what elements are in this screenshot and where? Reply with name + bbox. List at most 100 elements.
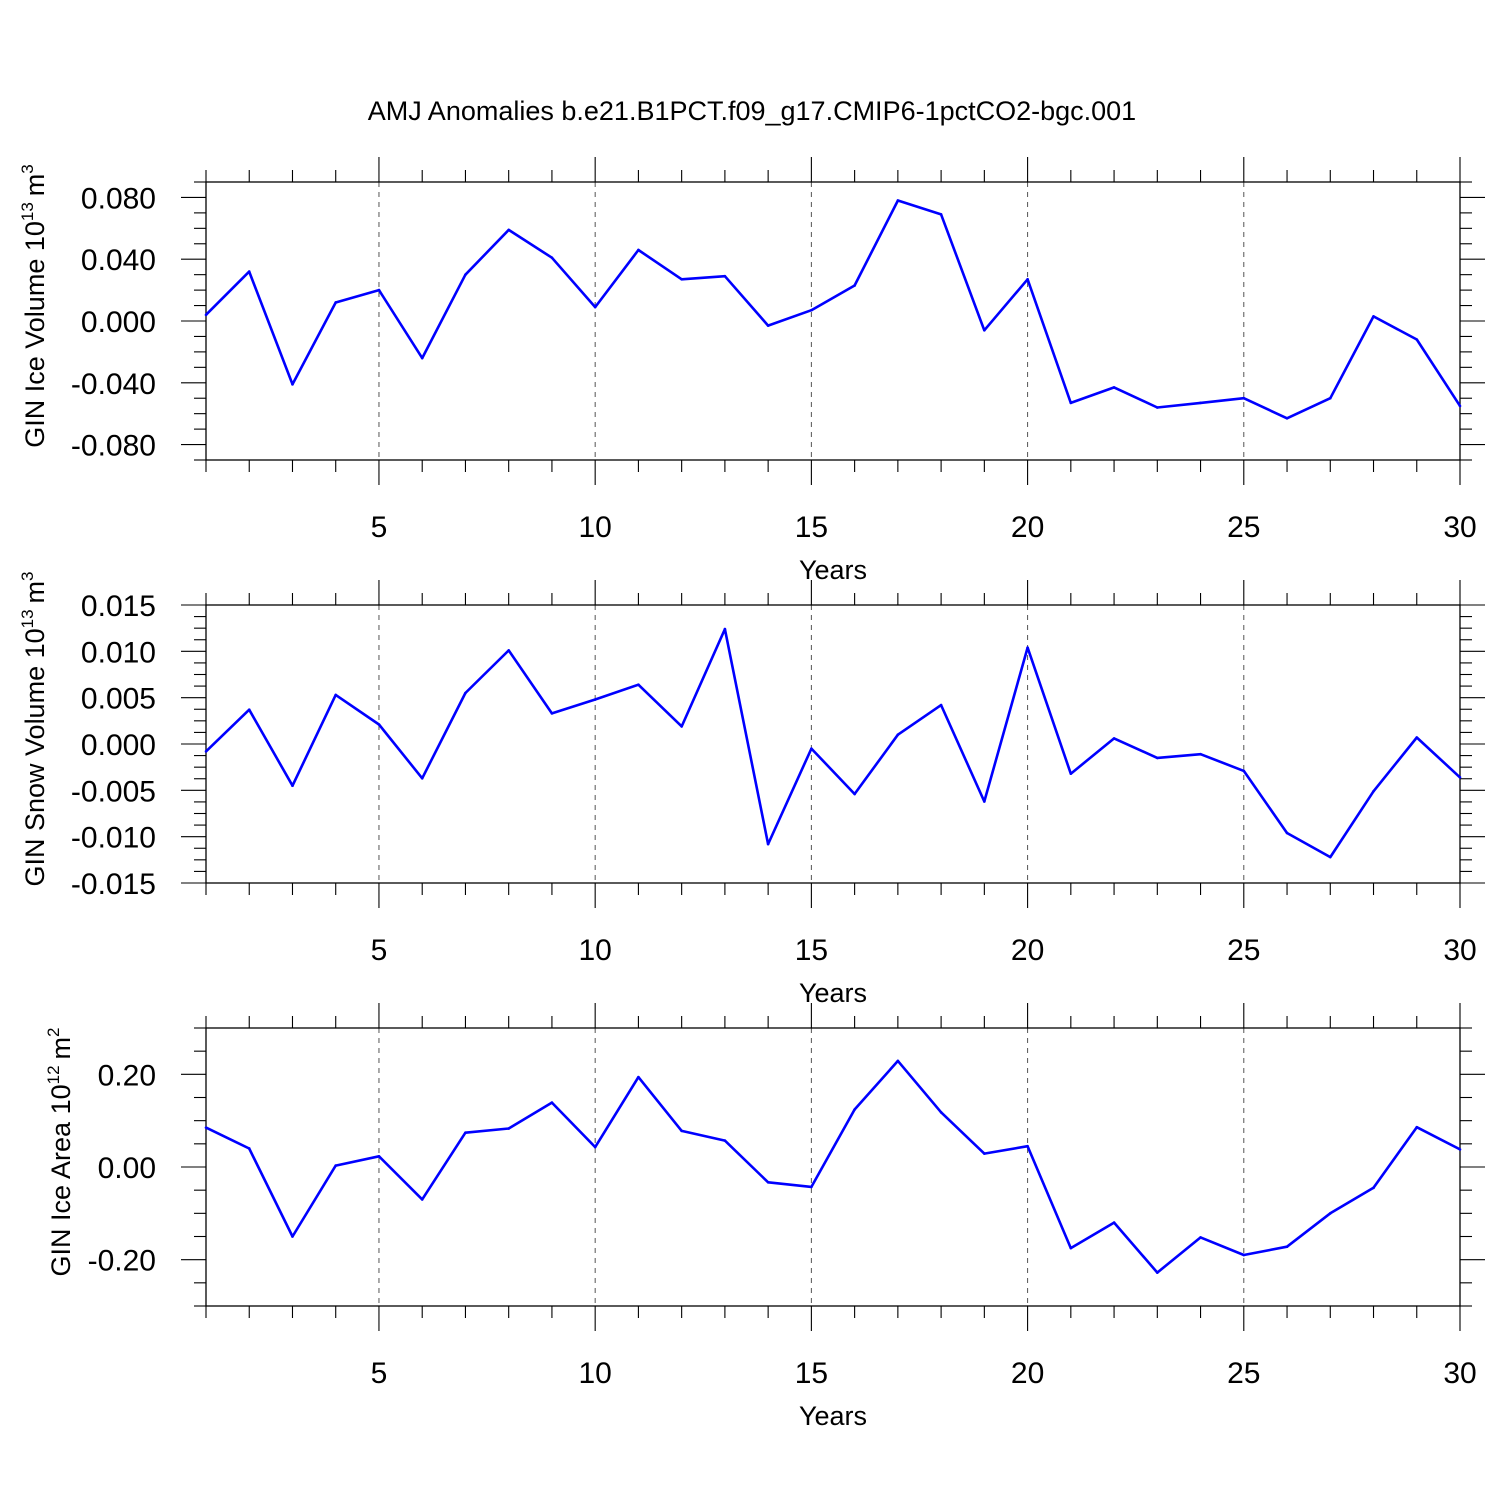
y-axis-title: GIN Snow Volume 1013 m3 [18, 571, 50, 886]
data-point [291, 784, 294, 787]
data-point [204, 1126, 208, 1129]
x-tick-label: 30 [1443, 934, 1476, 967]
data-point [896, 733, 900, 737]
data-point [464, 273, 467, 276]
data-point [334, 301, 338, 304]
data-point [983, 800, 986, 803]
data-point [550, 256, 554, 259]
y-axis-unit: m [46, 1037, 76, 1060]
y-tick-label: -0.080 [71, 430, 156, 463]
data-point [507, 1127, 510, 1130]
data-point [810, 308, 813, 312]
x-tick-label: 15 [795, 934, 828, 967]
data-point [377, 1155, 381, 1158]
plot-frame [205, 1027, 1461, 1307]
data-point [1069, 401, 1073, 405]
data-point [420, 1198, 424, 1201]
y-tick-label: -0.040 [71, 368, 156, 401]
y-axis-title: GIN Ice Area 1012 m2 [44, 1028, 76, 1277]
data-point [1285, 831, 1289, 835]
data-point [291, 383, 294, 386]
x-tick-label: 30 [1443, 511, 1476, 544]
x-tick-label: 10 [578, 1357, 611, 1390]
data-point [1372, 315, 1375, 318]
data-point [853, 1108, 856, 1111]
x-tick-label: 10 [578, 511, 611, 544]
data-point [1112, 737, 1116, 740]
data-point [680, 1129, 683, 1133]
data-point [939, 213, 943, 216]
data-point [1026, 1144, 1029, 1148]
data-point [723, 1139, 727, 1142]
data-point [983, 328, 986, 332]
x-tick-label: 20 [1011, 1357, 1044, 1390]
data-point [766, 842, 770, 846]
data-point [766, 324, 770, 327]
panel-snow-volume: 5 10 15 20 25 30 0.015 0.010 0.005 0.000 -0.005 -0.… [18, 571, 1485, 1008]
y-tick-label: -0.010 [71, 822, 156, 855]
x-tick-label: 20 [1011, 511, 1044, 544]
y-axis-title-text: GIN Ice Volume 10 [20, 221, 50, 448]
data-point [1458, 1148, 1462, 1151]
data-point [1199, 401, 1202, 405]
data-point [1458, 404, 1462, 408]
data-point [1069, 1246, 1073, 1250]
data-point [1372, 789, 1375, 793]
data-point [550, 1101, 554, 1104]
y-axis-unit-exponent: 13 [18, 202, 37, 221]
y-axis-unit: m [20, 174, 50, 197]
data-point [1156, 1271, 1159, 1274]
data-point [1415, 736, 1419, 739]
y-axis-unit-power: 2 [44, 1028, 63, 1037]
y-tick-label: 0.010 [81, 636, 156, 669]
data-point [1242, 769, 1246, 773]
data-point [1328, 855, 1332, 859]
data-point [593, 305, 597, 309]
y-tick-label: 0.00 [98, 1152, 156, 1185]
data-point [1156, 756, 1159, 760]
data-point [939, 703, 943, 707]
data-point [1415, 338, 1419, 341]
data-point [1069, 772, 1073, 775]
data-point [291, 1235, 294, 1238]
data-point [550, 712, 554, 715]
y-tick-label: 0.000 [81, 306, 156, 339]
data-point [204, 313, 208, 317]
data-point [723, 274, 727, 278]
data-point [637, 1075, 640, 1079]
data-point [1156, 406, 1159, 409]
data-point [1199, 752, 1202, 756]
series-line-snow-volume [205, 627, 1461, 859]
x-tick-label: 10 [578, 934, 611, 967]
data-point [593, 1145, 597, 1149]
data-point [680, 725, 683, 728]
data-point [420, 356, 424, 360]
data-point [464, 1131, 467, 1135]
data-point [1285, 1245, 1289, 1248]
plot-frame [205, 181, 1461, 461]
data-point [247, 708, 251, 712]
data-point [464, 691, 467, 695]
series-line-ice-volume [205, 199, 1462, 420]
panels: 5 10 15 20 25 300.0800.0400.000-0.040-0.080Ye… [18, 157, 1485, 1431]
x-axis-title: Years [799, 1401, 867, 1431]
y-tick-label: 0.080 [81, 182, 156, 215]
y-tick-label: -0.20 [88, 1245, 156, 1278]
y-axis-title-text: GIN Snow Volume 10 [20, 628, 50, 886]
x-tick-label: 20 [1011, 934, 1044, 967]
panel-ice-volume: 5 10 15 20 25 30 0.080 0.040 0.000 -0.040 -0.080 Ye… [18, 157, 1485, 585]
data-point [247, 1147, 251, 1150]
panel-ice-area: 5 10 15 20 25 30 0.20 0.00 -0.20 Years GIN Ice Are… [44, 1003, 1485, 1431]
data-point [766, 1180, 770, 1184]
data-point [247, 270, 251, 273]
x-axis-title: Years [799, 978, 867, 1008]
y-tick-label: -0.015 [71, 868, 156, 901]
y-axis-unit: m [20, 581, 50, 604]
data-point [334, 1164, 338, 1167]
data-point [1458, 776, 1462, 779]
y-tick-label: 0.015 [81, 590, 156, 623]
data-point [377, 723, 381, 726]
y-axis-unit-power: 3 [18, 571, 37, 580]
y-axis-unit-exponent: 13 [18, 609, 37, 628]
